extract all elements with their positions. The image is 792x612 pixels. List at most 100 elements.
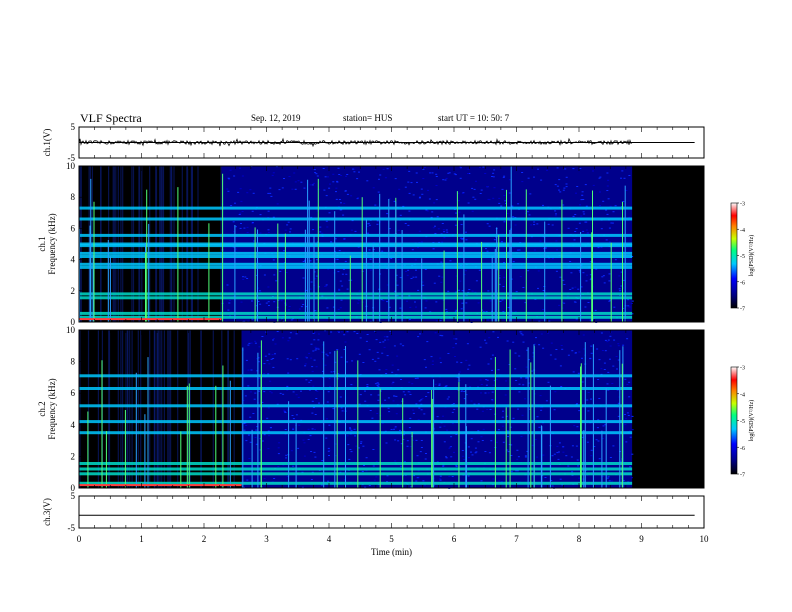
noise-speckle: [420, 399, 423, 401]
noise-speckle: [618, 288, 621, 290]
noise-speckle: [328, 212, 331, 214]
noise-speckle: [330, 241, 333, 243]
noise-speckle: [611, 383, 614, 384]
noise-speckle: [527, 359, 530, 361]
noise-speckle: [581, 357, 583, 359]
noise-speckle: [524, 398, 526, 400]
noise-speckle: [315, 348, 318, 350]
noise-speckle: [345, 175, 347, 177]
noise-speckle: [510, 444, 513, 446]
quiet-streak: [149, 330, 151, 488]
noise-speckle: [458, 371, 461, 373]
noise-speckle: [416, 477, 419, 479]
quiet-streak: [177, 330, 179, 488]
noise-speckle: [519, 331, 522, 333]
noise-speckle: [411, 249, 414, 251]
noise-speckle: [572, 371, 575, 373]
noise-speckle: [438, 383, 441, 385]
noise-speckle: [439, 334, 442, 336]
noise-speckle: [266, 417, 269, 419]
noise-speckle: [567, 354, 570, 356]
noise-speckle: [445, 385, 448, 387]
noise-speckle: [326, 401, 329, 403]
noise-speckle: [319, 226, 322, 228]
noise-speckle: [368, 349, 371, 351]
noise-speckle: [372, 187, 375, 189]
noise-speckle: [424, 484, 426, 486]
frequency-band: [79, 467, 633, 471]
noise-speckle: [468, 364, 471, 366]
noise-speckle: [305, 306, 308, 308]
noise-speckle: [492, 331, 495, 333]
noise-speckle: [408, 192, 411, 194]
noise-speckle: [312, 229, 315, 231]
noise-speckle: [590, 449, 593, 451]
noise-speckle: [399, 429, 401, 431]
noise-speckle: [304, 365, 307, 367]
y-tick-label: 10: [66, 325, 76, 335]
noise-speckle: [227, 190, 230, 192]
station-label: station= HUS: [343, 113, 393, 123]
noise-speckle: [377, 385, 380, 387]
noise-speckle: [467, 446, 470, 448]
noise-speckle: [607, 371, 610, 373]
noise-speckle: [415, 276, 418, 278]
noise-speckle: [466, 343, 469, 345]
noise-speckle: [392, 381, 395, 383]
noise-speckle: [418, 400, 421, 402]
noise-speckle: [559, 365, 562, 367]
noise-speckle: [313, 332, 316, 334]
noise-speckle: [609, 299, 612, 301]
noise-speckle: [249, 416, 252, 418]
noise-speckle: [581, 381, 584, 383]
noise-speckle: [536, 416, 539, 418]
y-axis-label: ch.3(V): [42, 498, 52, 526]
noise-speckle: [627, 305, 630, 307]
noise-speckle: [556, 452, 559, 454]
noise-speckle: [320, 484, 323, 486]
noise-speckle: [415, 269, 417, 271]
noise-speckle: [586, 441, 589, 443]
noise-speckle: [308, 352, 311, 354]
noise-speckle: [482, 166, 485, 168]
noise-speckle: [475, 451, 478, 453]
noise-speckle: [332, 173, 335, 175]
noise-speckle: [562, 451, 565, 453]
noise-speckle: [334, 443, 337, 445]
noise-speckle: [434, 233, 437, 234]
noise-speckle: [271, 354, 274, 356]
noise-speckle: [451, 476, 454, 477]
noise-speckle: [289, 359, 292, 361]
quiet-streak: [159, 330, 161, 488]
noise-speckle: [574, 286, 577, 288]
noise-speckle: [583, 348, 586, 350]
noise-speckle: [325, 437, 328, 439]
noise-speckle: [248, 342, 251, 344]
noise-speckle: [431, 211, 434, 213]
x-tick-label: 0: [77, 534, 82, 544]
quiet-streak: [108, 330, 110, 488]
noise-speckle: [445, 229, 448, 231]
noise-speckle: [595, 439, 598, 441]
quiet-streak: [122, 330, 124, 488]
noise-speckle: [455, 291, 458, 293]
noise-speckle: [349, 428, 352, 430]
noise-speckle: [460, 237, 463, 239]
noise-speckle: [359, 394, 362, 396]
noise-speckle: [427, 189, 429, 191]
noise-speckle: [498, 283, 501, 285]
noise-speckle: [388, 198, 391, 200]
noise-speckle: [442, 464, 445, 466]
noise-speckle: [357, 197, 360, 199]
noise-speckle: [621, 170, 624, 172]
noise-speckle: [336, 181, 339, 183]
noise-speckle: [328, 424, 331, 426]
low-frequency-line: [79, 484, 242, 487]
noise-speckle: [273, 338, 275, 340]
noise-speckle: [394, 460, 397, 462]
noise-speckle: [585, 280, 588, 282]
x-tick-label: 5: [389, 534, 394, 544]
noise-speckle: [514, 224, 517, 226]
noise-speckle: [571, 471, 574, 473]
noise-speckle: [251, 318, 254, 320]
